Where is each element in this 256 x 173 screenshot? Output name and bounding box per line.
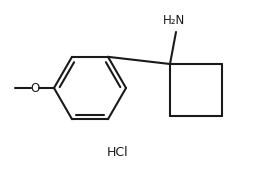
Text: H₂N: H₂N [163,14,185,27]
Text: O: O [30,81,40,94]
Text: HCl: HCl [107,145,129,158]
